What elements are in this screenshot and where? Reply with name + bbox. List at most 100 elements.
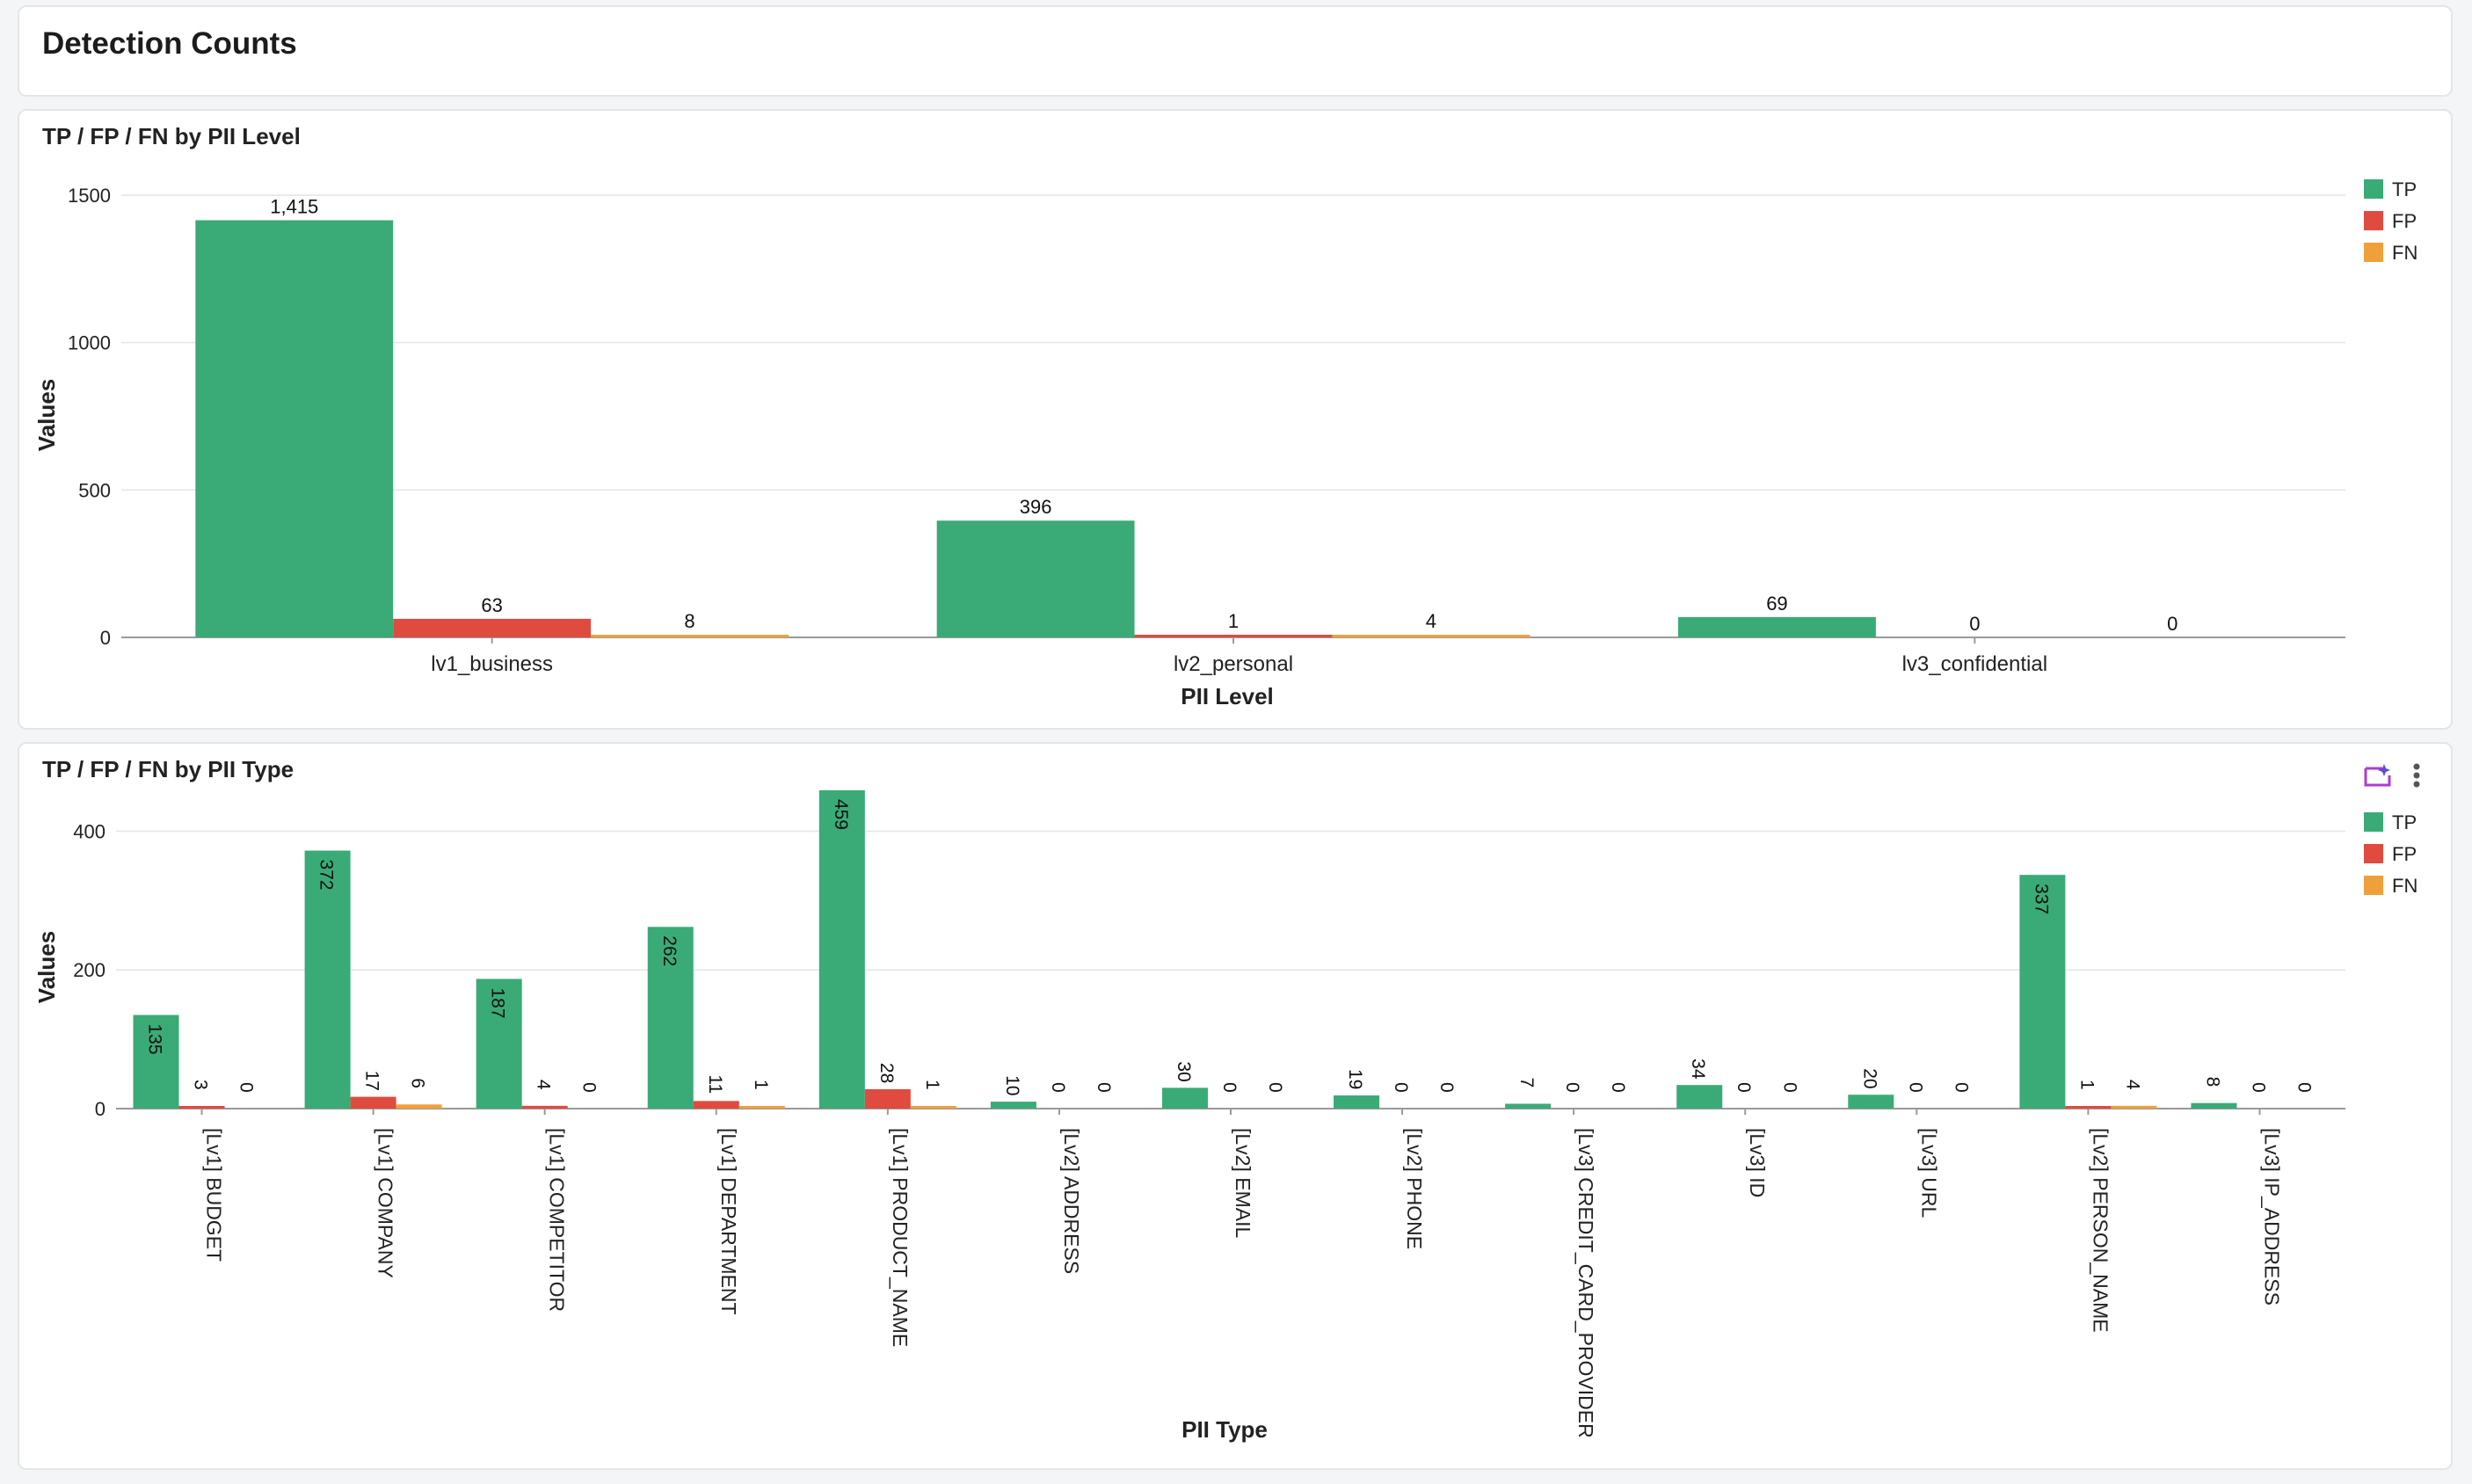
legend-label-tp: TP [2392, 178, 2417, 200]
data-label: 0 [1951, 1082, 1971, 1093]
x-tick-label: [Lv1] COMPANY [374, 1128, 397, 1278]
data-label: 0 [1265, 1082, 1285, 1093]
x-tick-label: [Lv3] URL [1917, 1128, 1940, 1218]
data-label: 7 [1516, 1077, 1537, 1088]
chart-pii-level: 0 500 1000 1500 lv1_business 1,415 63 8 lv2_pers… [33, 178, 2417, 709]
bar-fn [910, 1106, 956, 1109]
bar-tp [818, 789, 865, 1109]
data-label: 0 [1391, 1082, 1411, 1093]
data-label: 34 [1688, 1058, 1708, 1080]
bar-tp [476, 978, 522, 1109]
legend-label-tp: TP [2392, 811, 2417, 833]
legend-swatch-fn [2364, 876, 2383, 895]
y-axis-title: Values [33, 931, 60, 1003]
bar-tp [1676, 1085, 1723, 1109]
chart-panel-pii-type: TP / FP / FN by PII Type 0 200 400 [Lv1] BU… [18, 742, 2453, 1470]
data-label: 63 [481, 594, 502, 616]
legend-swatch-fn [2364, 243, 2383, 262]
y-tick-label: 400 [73, 820, 105, 842]
data-label: 0 [1219, 1082, 1240, 1093]
bar-fp [693, 1101, 739, 1109]
x-tick-label: [Lv2] ADDRESS [1060, 1128, 1083, 1274]
bar-tp [2019, 875, 2066, 1109]
data-label: 337 [2031, 884, 2051, 914]
data-label: 30 [1174, 1061, 1194, 1081]
data-label: 4 [1426, 610, 1436, 632]
bar-tp [133, 1015, 179, 1109]
legend-label-fn: FN [2392, 242, 2417, 264]
data-label: 372 [316, 860, 337, 891]
ai-insight-icon[interactable] [2363, 763, 2393, 788]
y-tick-label: 0 [100, 627, 111, 649]
more-options-icon[interactable] [2412, 763, 2421, 788]
chart-title: TP / FP / FN by PII Level [42, 123, 301, 149]
data-label: 19 [1345, 1069, 1365, 1089]
data-label: 69 [1766, 593, 1787, 615]
bar-fp [1134, 635, 1333, 637]
data-label: 262 [659, 935, 680, 966]
bar-fp [2065, 1106, 2112, 1109]
y-tick-label: 1500 [68, 185, 111, 207]
data-label: 0 [2294, 1082, 2314, 1093]
bar-tp [647, 927, 694, 1109]
bar-tp [1848, 1095, 1894, 1109]
data-label: 1 [2076, 1080, 2097, 1090]
x-tick-label: lv3_confidential [1902, 652, 2047, 676]
bar-fn [396, 1104, 442, 1109]
x-tick-label: [Lv3] ID [1746, 1128, 1769, 1197]
x-tick-label: [Lv1] PRODUCT_NAME [889, 1128, 912, 1347]
data-label: 0 [1905, 1082, 1925, 1093]
x-tick-label: lv1_business [431, 652, 553, 676]
bar-tp [990, 1102, 1036, 1109]
data-label: 4 [2122, 1080, 2142, 1090]
legend-swatch-fp [2364, 211, 2383, 230]
data-label: 0 [579, 1082, 600, 1093]
data-label: 0 [1094, 1082, 1114, 1093]
bar-fp [350, 1096, 396, 1109]
bar-fn [1332, 635, 1530, 637]
data-label: 6 [408, 1078, 428, 1088]
x-tick-label: [Lv1] COMPETITOR [546, 1128, 569, 1312]
bar-fn [2111, 1105, 2157, 1109]
bar-fn [591, 635, 789, 637]
bar-tp [304, 850, 351, 1109]
bar-fp [521, 1105, 568, 1109]
x-tick-label: [Lv2] PERSON_NAME [2089, 1128, 2112, 1333]
y-tick-label: 200 [73, 959, 105, 981]
x-tick-label: [Lv2] EMAIL [1232, 1128, 1254, 1238]
x-tick-label: [Lv1] BUDGET [203, 1128, 226, 1262]
legend-swatch-tp [2364, 179, 2383, 199]
bar-fp [178, 1106, 225, 1109]
y-tick-label: 1000 [68, 332, 111, 354]
bar-fn [738, 1106, 785, 1109]
data-label: 17 [362, 1071, 382, 1091]
bar-fp [864, 1088, 911, 1109]
bar-tp [1505, 1103, 1552, 1109]
legend-swatch-tp [2364, 812, 2383, 832]
x-axis-title: PII Level [1181, 683, 1274, 709]
data-label: 8 [2202, 1077, 2222, 1088]
x-tick-label: [Lv3] IP_ADDRESS [2260, 1128, 2283, 1306]
legend-label-fn: FN [2392, 875, 2417, 897]
data-label: 1 [922, 1080, 942, 1090]
data-label: 0 [1436, 1082, 1457, 1093]
legend-label-fp: FP [2392, 210, 2417, 232]
data-label: 0 [2248, 1082, 2268, 1093]
legend-swatch-fp [2364, 844, 2383, 863]
data-label: 1 [1228, 610, 1239, 632]
bar-tp [936, 520, 1135, 637]
data-label: 0 [236, 1082, 257, 1093]
data-label: 1,415 [270, 196, 318, 218]
y-tick-label: 500 [78, 479, 111, 501]
data-label: 459 [831, 799, 851, 830]
page-title: Detection Counts [42, 26, 297, 61]
bar-tp [1334, 1095, 1380, 1109]
data-label: 0 [1734, 1082, 1754, 1093]
data-label: 3 [191, 1080, 211, 1090]
data-label: 1 [751, 1080, 771, 1090]
data-label: 0 [1779, 1082, 1799, 1093]
data-label: 8 [684, 610, 694, 632]
x-axis-title: PII Type [1181, 1416, 1268, 1443]
data-label: 0 [1969, 613, 1980, 635]
